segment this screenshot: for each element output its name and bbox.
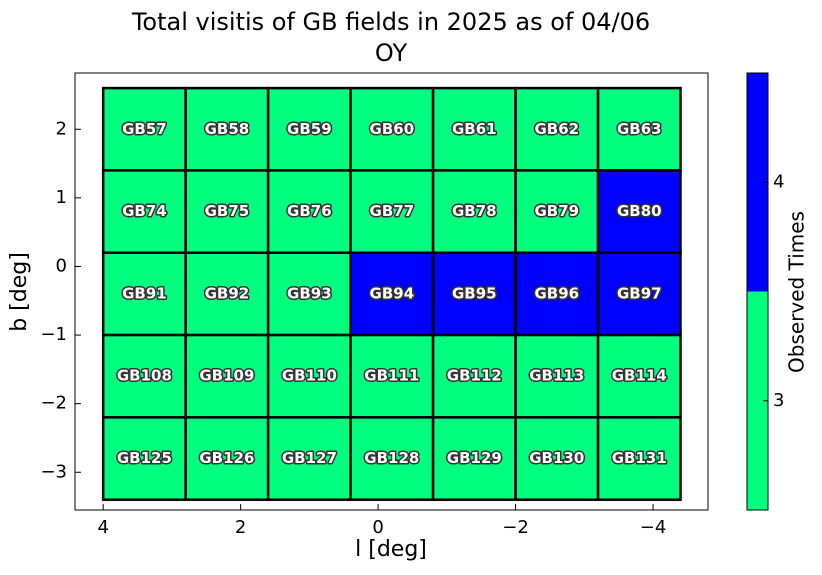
y-axis-label: b [deg] — [7, 252, 32, 332]
colorbar-frame — [746, 72, 769, 511]
field-cell — [514, 86, 600, 172]
field-cell — [431, 333, 517, 419]
field-label: GB112 — [447, 367, 502, 385]
y-tick-label: −2 — [40, 393, 67, 414]
x-tick-label: 2 — [235, 517, 246, 538]
y-tick-label: −3 — [40, 461, 67, 482]
field-label: GB75 — [205, 202, 250, 220]
plot-frame — [74, 72, 709, 511]
field-label: GB109 — [199, 367, 254, 385]
y-tick-label: 2 — [56, 118, 67, 139]
field-cell — [431, 169, 517, 254]
x-axis-label: l [deg] — [355, 537, 427, 562]
field-label: GB94 — [370, 284, 415, 302]
field-cell — [596, 169, 682, 254]
colorbar-label: Observed Times — [785, 211, 809, 373]
field-label: GB95 — [452, 284, 497, 302]
y-tick-label: −1 — [40, 324, 67, 345]
field-label: GB59 — [287, 120, 332, 138]
field-label: GB63 — [617, 120, 662, 138]
field-cell — [184, 333, 270, 419]
field-label: GB114 — [612, 367, 667, 385]
chart-title: Total visitis of GB fields in 2025 as of… — [131, 8, 650, 36]
field-label: GB74 — [122, 202, 167, 220]
x-tick-label: 4 — [97, 517, 108, 538]
field-label: GB80 — [617, 202, 662, 220]
colorbar-segment — [747, 291, 768, 510]
field-label: GB131 — [612, 449, 667, 467]
field-cell — [596, 86, 682, 172]
field-cell — [101, 251, 187, 337]
colorbar-tick-label: 4 — [773, 171, 784, 192]
field-label: GB79 — [534, 202, 579, 220]
x-tick-label: −4 — [640, 517, 667, 538]
y-tick-label: 1 — [56, 187, 67, 208]
field-label: GB113 — [529, 367, 584, 385]
field-cell — [596, 416, 682, 501]
field-label: GB93 — [287, 284, 332, 302]
field-cell — [266, 416, 352, 501]
colorbar-tick-label: 3 — [773, 390, 784, 411]
field-label: GB130 — [529, 449, 584, 467]
field-label: GB91 — [122, 284, 167, 302]
field-label: GB127 — [282, 449, 337, 467]
x-tick-label: −2 — [502, 517, 529, 538]
field-label: GB78 — [452, 202, 497, 220]
field-cell — [101, 333, 187, 419]
field-label: GB111 — [364, 367, 419, 385]
field-label: GB77 — [370, 202, 415, 220]
field-label: GB58 — [205, 120, 250, 138]
field-cell — [349, 169, 435, 254]
field-label: GB76 — [287, 202, 332, 220]
field-label: GB96 — [534, 284, 579, 302]
field-label: GB60 — [370, 120, 415, 138]
colorbar-segment — [747, 73, 768, 292]
y-tick-label: 0 — [56, 255, 67, 276]
field-label: GB129 — [447, 449, 502, 467]
field-label: GB92 — [205, 284, 250, 302]
chart-subtitle: OY — [375, 39, 408, 67]
field-cell — [184, 251, 270, 337]
field-cell — [514, 251, 600, 337]
field-label: GB128 — [364, 449, 419, 467]
field-label: GB125 — [117, 449, 172, 467]
field-cell — [101, 416, 187, 501]
field-label: GB57 — [122, 120, 167, 138]
field-label: GB61 — [452, 120, 497, 138]
field-cell — [184, 416, 270, 501]
field-cell — [514, 333, 600, 419]
field-label: GB126 — [199, 449, 254, 467]
field-label: GB110 — [282, 367, 337, 385]
field-cell — [349, 416, 435, 501]
field-cell — [101, 169, 187, 254]
field-label: GB97 — [617, 284, 662, 302]
field-label: GB62 — [534, 120, 579, 138]
x-tick-label: 0 — [372, 517, 383, 538]
field-cell — [349, 86, 435, 172]
field-label: GB108 — [117, 367, 172, 385]
field-cell — [266, 251, 352, 337]
field-cell — [184, 169, 270, 254]
